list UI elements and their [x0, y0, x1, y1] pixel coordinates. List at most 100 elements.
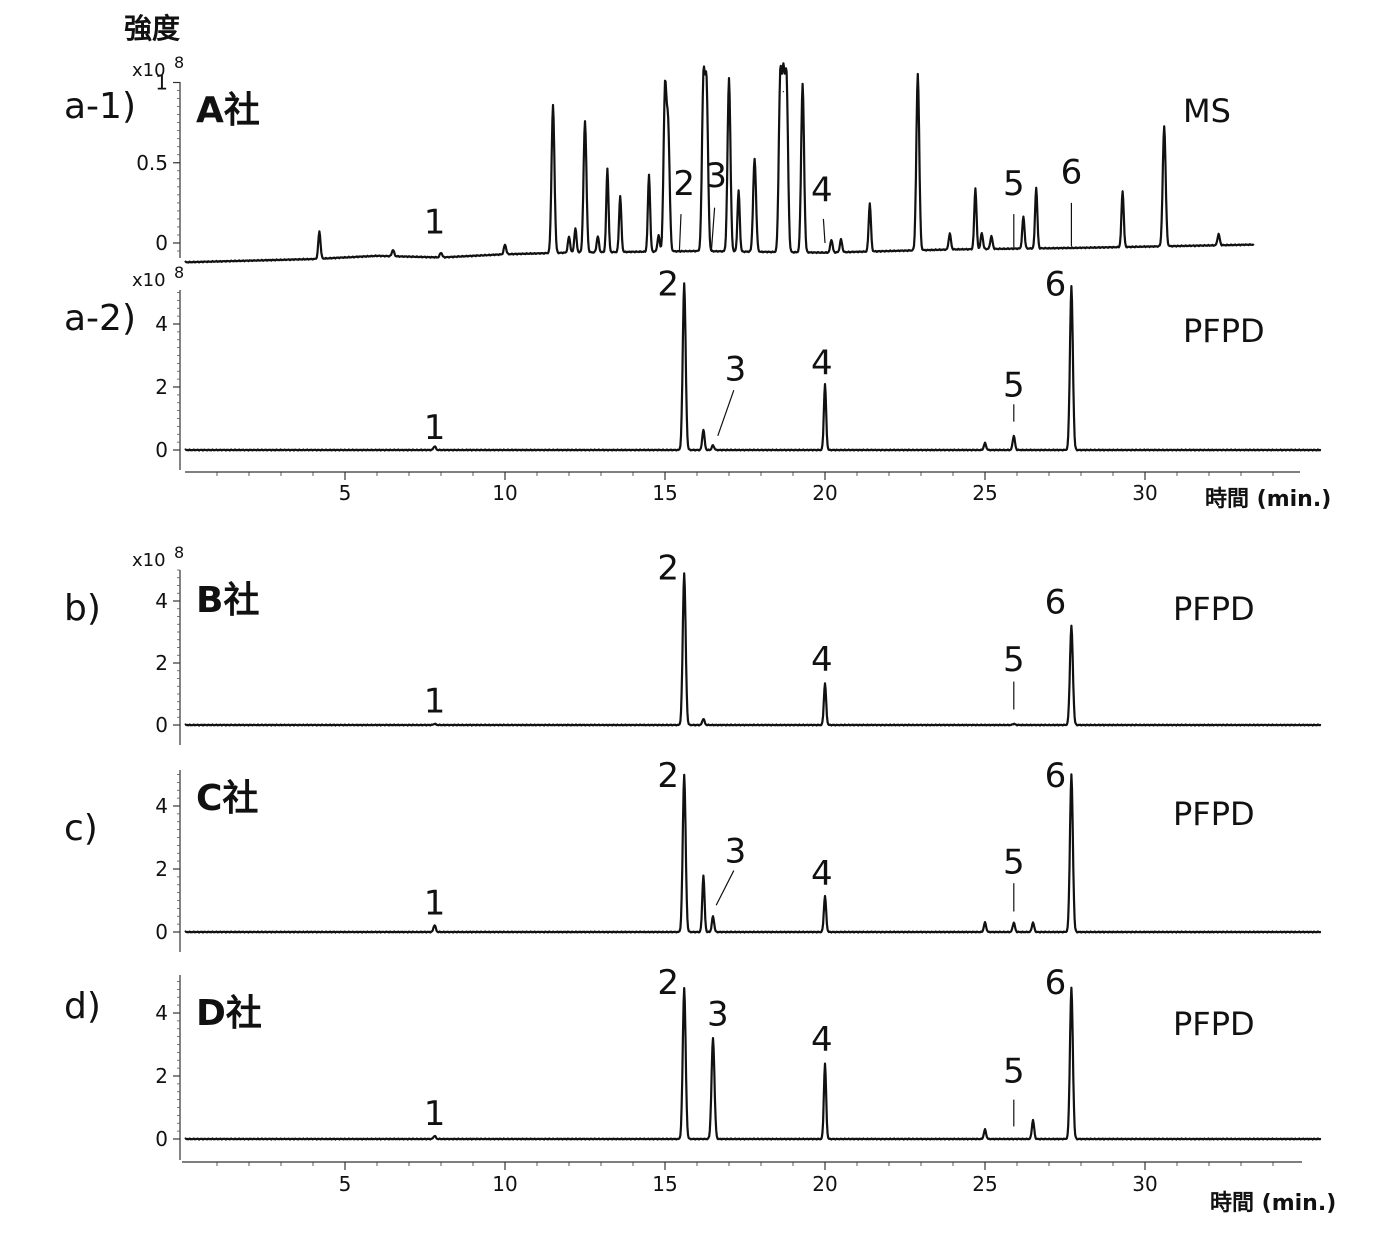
chromatogram-trace [184, 572, 1322, 727]
peak-apex [1070, 987, 1072, 989]
company-label: D社 [196, 993, 262, 1034]
compound-leader-4 [822, 218, 826, 244]
y-tick-label: 2 [155, 375, 168, 399]
x-tick-label: 10 [492, 1172, 517, 1196]
peak-apex [702, 83, 705, 85]
peak-apex [702, 428, 705, 431]
compound-label-6: 6 [1045, 265, 1067, 305]
peak-apex [552, 104, 554, 106]
panel-a1: a-1) A社 MS x10 8 0 0.5 1 1 2 3 4 5 6 [64, 53, 1255, 264]
compound-label-1: 1 [424, 202, 446, 242]
detector-label: PFPD [1173, 590, 1255, 628]
compound-label-1: 1 [424, 1094, 446, 1134]
peak-apex [1032, 921, 1034, 924]
compound-label-4: 4 [811, 640, 833, 680]
x-axis-1: 5 10 15 20 25 30 時間 (min.) [185, 471, 1331, 512]
compound-leader-3 [710, 207, 716, 252]
peak-apex [706, 90, 708, 92]
peak-apex [434, 445, 436, 447]
compound-label-5: 5 [1003, 843, 1025, 883]
panel-label: c) [64, 808, 98, 849]
company-label: C社 [196, 778, 258, 819]
peak-apex [738, 189, 740, 192]
peak-apex [597, 235, 599, 237]
peak-apex [712, 1037, 714, 1039]
y-tick-label: 2 [155, 651, 168, 675]
compound-label-4: 4 [811, 1020, 833, 1060]
peak-apex [318, 230, 320, 233]
compound-leader-3 [717, 389, 735, 437]
peak-apex [1013, 435, 1015, 437]
peak-apex [606, 168, 609, 170]
peak-apex [702, 874, 705, 876]
compound-label-1: 1 [424, 884, 446, 924]
compound-label-4: 4 [811, 854, 833, 894]
x-tick-label: 25 [972, 1172, 997, 1196]
peak-apex [1035, 186, 1037, 188]
x-axis-title: 時間 (min.) [1205, 487, 1331, 512]
scale-label: x10 [132, 550, 166, 571]
peak-apex [917, 73, 919, 75]
y-tick-label: 2 [155, 1064, 168, 1088]
peak-apex [574, 227, 577, 230]
peak-apex [1032, 1119, 1034, 1121]
peak-apex [802, 83, 804, 85]
peak-apex [1022, 215, 1024, 218]
peak-apex [728, 77, 730, 79]
panel-label: d) [64, 986, 101, 1027]
peak-apex [984, 442, 986, 444]
compound-label-5: 5 [1003, 1051, 1025, 1091]
compound-label-2: 2 [657, 963, 679, 1003]
y-tick-label: 0 [155, 438, 168, 462]
peak-apex [712, 915, 714, 917]
compound-label-5: 5 [1003, 365, 1025, 405]
chromatogram-trace [184, 986, 1322, 1141]
compound-label-2: 2 [657, 756, 679, 796]
scale-label: x10 [132, 60, 166, 81]
peak-apex [869, 202, 871, 204]
x-tick-label: 10 [492, 481, 517, 505]
compound-label-3: 3 [705, 156, 727, 196]
company-label: B社 [196, 580, 259, 621]
x-tick-label: 5 [339, 481, 352, 505]
peak-apex [683, 572, 685, 574]
peak-apex [619, 195, 621, 197]
compound-label-5: 5 [1003, 164, 1025, 204]
compound-label-2: 2 [657, 265, 679, 305]
compound-label-2: 2 [657, 548, 679, 588]
peak-apex [664, 90, 666, 92]
peak-apex [984, 921, 986, 924]
detector-label: PFPD [1173, 795, 1255, 833]
peak-apex [779, 82, 781, 85]
peak-apex [584, 120, 586, 122]
compound-label-3: 3 [707, 995, 729, 1035]
peak-apex [440, 252, 442, 254]
peak-apex [1070, 285, 1072, 287]
peak-apex [1013, 921, 1015, 924]
y-tick-label: 4 [155, 312, 168, 336]
compound-label-6: 6 [1045, 582, 1067, 622]
chromatogram-trace [184, 773, 1322, 934]
y-tick-label: 0 [155, 231, 168, 255]
x-tick-label: 20 [812, 1172, 837, 1196]
peak-apex [434, 723, 436, 725]
peak-apex [824, 383, 826, 385]
detector-label: PFPD [1183, 312, 1265, 350]
detector-label: MS [1183, 92, 1231, 130]
peak-apex [392, 249, 394, 251]
compound-label-1: 1 [424, 682, 446, 722]
peak-apex [504, 244, 506, 246]
chromatogram-trace [184, 282, 1322, 452]
peak-apex [683, 773, 685, 776]
peak-apex [786, 84, 788, 86]
x-tick-label: 5 [339, 1172, 352, 1196]
x-tick-label: 30 [1132, 1172, 1157, 1196]
peak-apex [830, 239, 833, 241]
x-tick-label: 15 [652, 1172, 677, 1196]
compound-label-5: 5 [1003, 640, 1025, 680]
x-tick-label: 15 [652, 481, 677, 505]
peak-apex [648, 173, 650, 176]
